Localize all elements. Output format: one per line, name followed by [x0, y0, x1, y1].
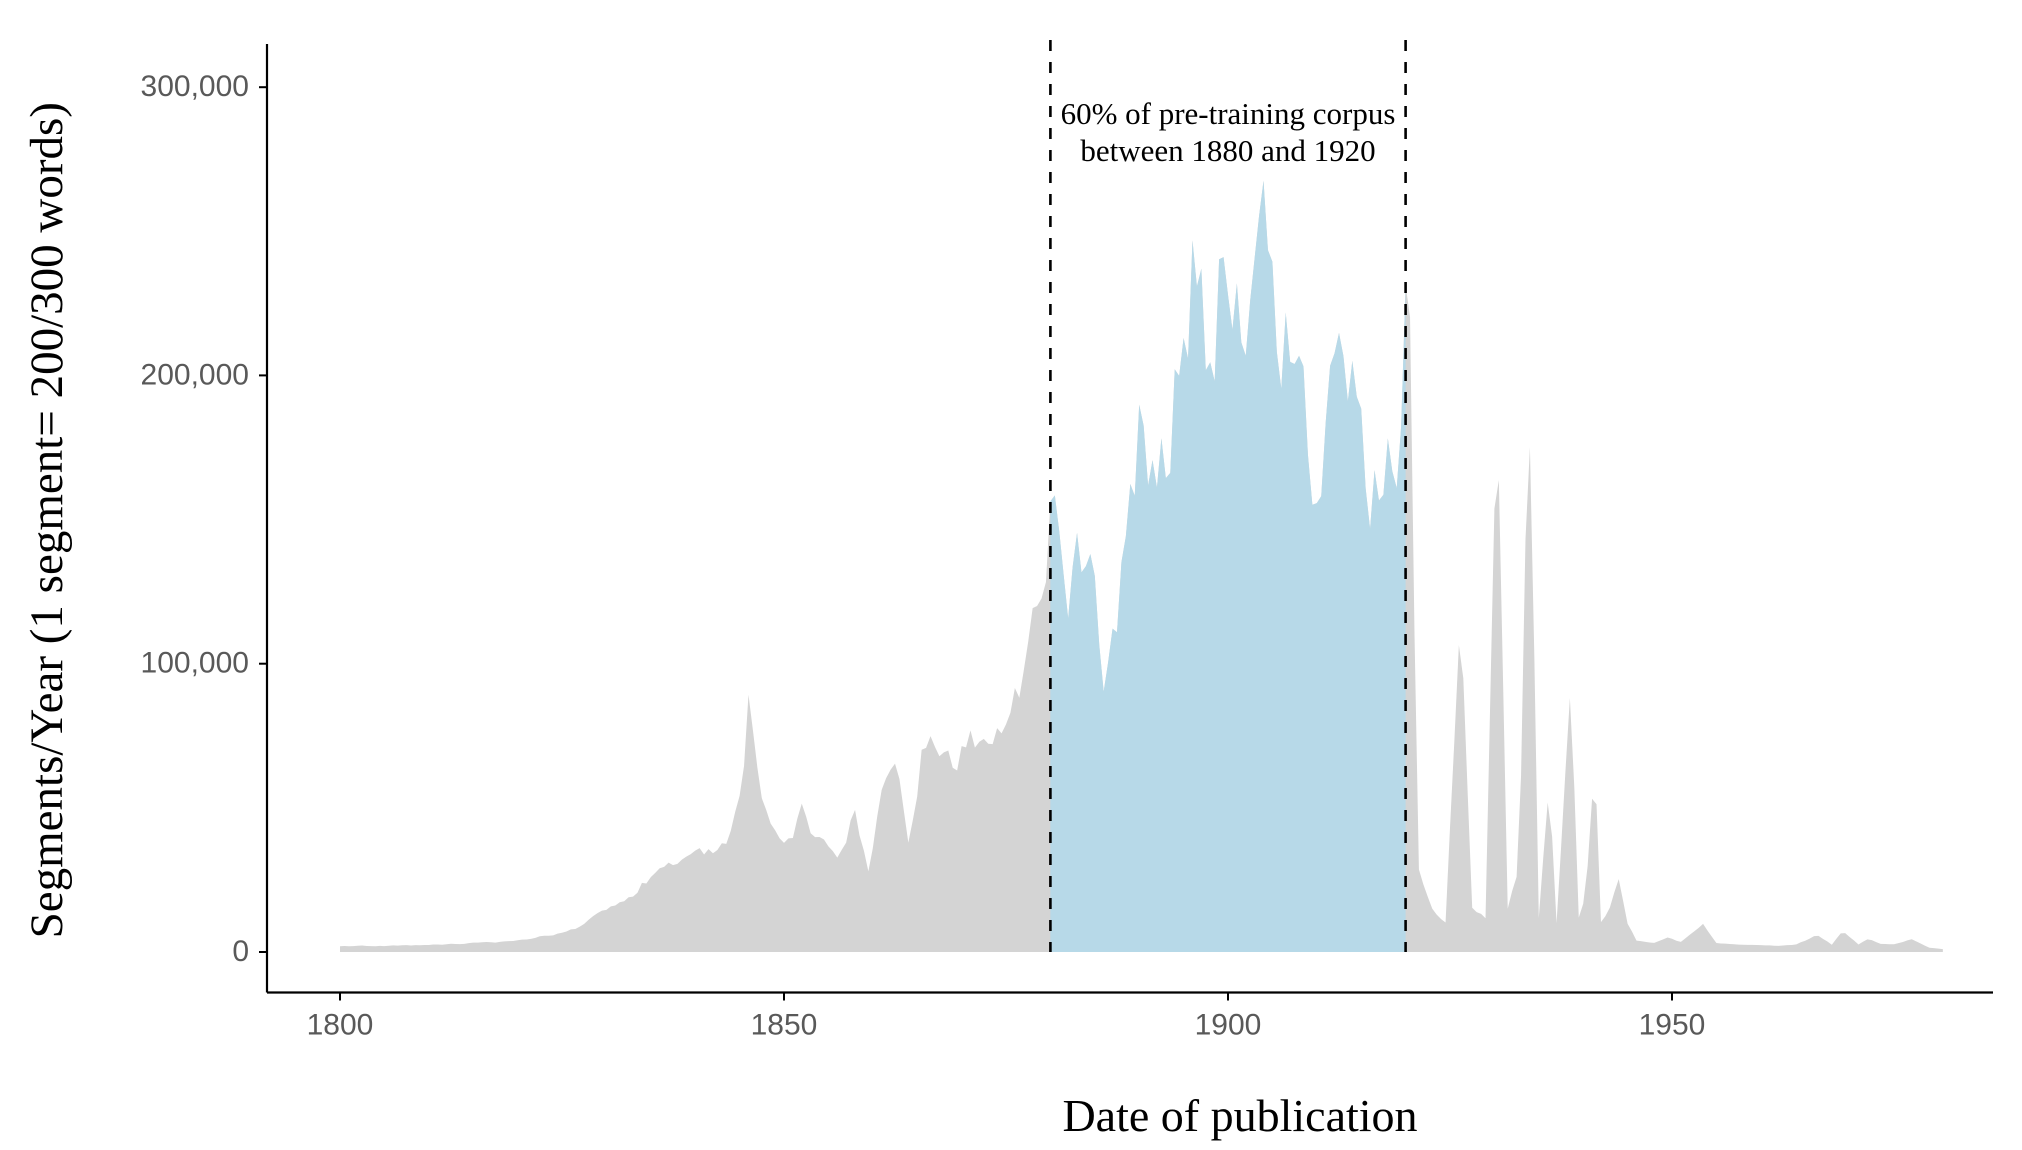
svg-text:Date of publication: Date of publication — [1062, 1090, 1417, 1141]
svg-text:100,000: 100,000 — [141, 647, 249, 680]
svg-text:1850: 1850 — [751, 1009, 818, 1042]
svg-text:1800: 1800 — [307, 1009, 374, 1042]
svg-text:1950: 1950 — [1639, 1009, 1706, 1042]
svg-text:between 1880 and 1920: between 1880 and 1920 — [1080, 133, 1375, 168]
svg-text:60% of pre-training corpus: 60% of pre-training corpus — [1061, 96, 1396, 131]
svg-text:200,000: 200,000 — [141, 358, 249, 391]
svg-text:1900: 1900 — [1195, 1009, 1262, 1042]
svg-text:Segments/Year (1 segment= 200/: Segments/Year (1 segment= 200/300 words) — [21, 102, 73, 938]
svg-text:300,000: 300,000 — [141, 70, 249, 103]
svg-text:0: 0 — [232, 935, 249, 968]
